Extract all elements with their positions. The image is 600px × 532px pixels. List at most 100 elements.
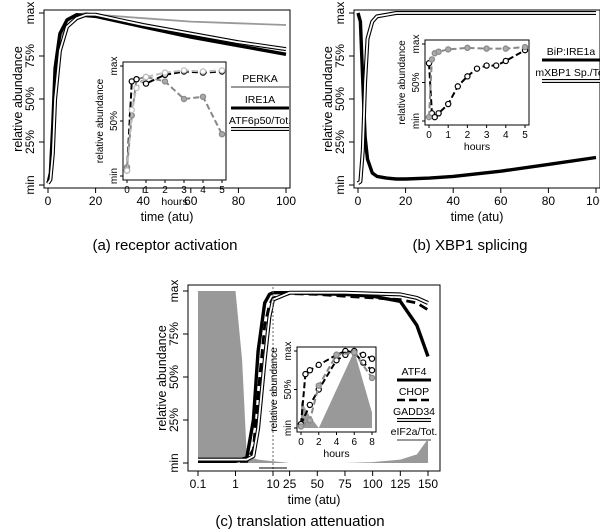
a-inset-frame — [122, 61, 227, 181]
a-inset-point — [133, 75, 140, 83]
b-inset-point — [464, 73, 471, 80]
caption-b: (b) XBP1 splicing — [412, 237, 527, 254]
c-inset-ylabel: relative abundance — [269, 347, 280, 432]
a-inset-ylabel: relative abundance — [95, 78, 106, 163]
c-inset-point — [302, 370, 309, 378]
c-ylabel: relative abundance — [155, 325, 169, 431]
c-inset-eIF2a-fill — [301, 351, 372, 428]
c-y-tick-label: 75% — [167, 322, 181, 346]
a-x-tick-label: 80 — [232, 194, 246, 208]
b-x-tick-label: 60 — [494, 194, 508, 208]
b-legend-label: mXBP1 Sp./Tot — [535, 67, 600, 79]
c-inset-point — [359, 351, 367, 359]
a-inset-point — [218, 67, 226, 74]
a-inset-point — [161, 69, 169, 76]
b-inset-x-tick-label: 4 — [503, 130, 509, 141]
a-inset-series-line — [126, 69, 223, 171]
c-inset-x-tick-label: 2 — [316, 437, 322, 448]
c-inset-y-tick-label: 50% — [283, 379, 294, 399]
b-x-tick-label: 0 — [355, 194, 362, 208]
b-y-tick-label: 25% — [333, 130, 347, 154]
a-legend-label: PERKA — [242, 73, 278, 85]
c-legend-label: CHOP — [399, 386, 429, 398]
c-inset-point — [333, 351, 340, 359]
a-inset-x-tick-label: 5 — [219, 185, 225, 196]
b-inset-x-tick-label: 0 — [426, 130, 432, 141]
c-legend-label: ATF4 — [402, 366, 427, 378]
a-inset-xlabel: hours — [161, 196, 187, 208]
a-inset-point — [199, 93, 207, 101]
a-legend-label: IRE1A — [245, 94, 275, 106]
a-inset-point — [128, 106, 135, 114]
a-y-tick-label: 25% — [23, 130, 37, 154]
a-x-tick-label: 100 — [276, 194, 296, 208]
a-inset-y-tick-label: 50% — [109, 111, 120, 131]
c-inset-point — [306, 401, 314, 409]
b-x-tick-label: 100 — [586, 194, 600, 208]
b-ylabel: relative abundance — [321, 46, 335, 152]
c-legend-label: eIF2a/Tot. — [391, 426, 438, 438]
a-y-tick-label: min — [23, 175, 37, 194]
c-y-tick-label: 50% — [167, 365, 181, 389]
b-inset-ylabel: relative abundance — [397, 40, 408, 125]
a-x-tick-label: 40 — [137, 194, 151, 208]
b-inset-point — [493, 62, 500, 69]
b-inset-series-line — [428, 46, 526, 118]
b-xlabel: time (atu) — [451, 210, 504, 224]
panel-c: 0.1 1 10 25 50 75 100 125 150 time (atu) min 25% 50%… — [155, 280, 441, 507]
a-inset-y-tick-label: max — [109, 57, 120, 76]
a-inset-point — [133, 84, 140, 92]
b-inset-y-tick-label: min — [411, 113, 422, 129]
a-y-tick-label: max — [23, 2, 37, 25]
a-y-tick-label: 50% — [23, 87, 37, 111]
a-inset-x-tick-label: 3 — [181, 185, 187, 196]
c-inset-point — [368, 374, 376, 382]
a-inset-x-tick-label: 0 — [124, 185, 130, 196]
c-inset-point — [306, 367, 314, 374]
a-inset-point — [142, 80, 150, 87]
c-inset-point — [333, 357, 340, 364]
b-inset-x-tick-label: 1 — [445, 130, 451, 141]
a-inset-point — [142, 73, 150, 81]
a-inset-x-tick-label: 4 — [200, 185, 206, 196]
b-inset-point — [464, 44, 471, 52]
c-inset-x-tick-label: 6 — [351, 437, 357, 448]
a-inset-x-tick-label: 2 — [162, 185, 168, 196]
c-inset-point — [351, 349, 358, 356]
b-inset-x-tick-label: 3 — [484, 130, 490, 141]
c-inset-x-tick-label: 8 — [369, 437, 375, 448]
caption-a: (a) receptor activation — [92, 237, 237, 254]
b-inset-x-tick-label: 5 — [522, 130, 528, 141]
b-inset-x-tick-label: 2 — [465, 130, 471, 141]
c-inset-point — [306, 417, 314, 424]
b-inset-point — [521, 43, 529, 51]
a-x-tick-label: 0 — [45, 194, 52, 208]
c-y-tick-label: min — [167, 453, 181, 472]
a-inset-point — [218, 130, 226, 138]
c-x-tick-label: 150 — [418, 477, 438, 491]
b-inset-point — [428, 56, 436, 63]
a-legend-label: ATF6p50/Tot. — [229, 115, 291, 127]
a-y-tick-label: 75% — [23, 44, 37, 68]
b-series-mXBP1 Sp./Tot-inner — [357, 12, 596, 185]
b-y-tick-label: 50% — [333, 87, 347, 111]
c-inset-x-tick-label: 0 — [298, 437, 304, 448]
c-x-tick-label: 75 — [338, 477, 352, 491]
a-inset-point — [123, 167, 131, 174]
c-x-tick-label: 0.1 — [190, 477, 207, 491]
b-x-tick-label: 40 — [447, 194, 461, 208]
b-inset-point — [483, 62, 490, 69]
b-inset-point — [445, 46, 452, 53]
a-inset-point — [161, 78, 169, 85]
a-inset-point — [180, 67, 188, 74]
b-x-tick-label: 80 — [542, 194, 556, 208]
b-legend-label: BiP:IRE1a — [547, 46, 596, 58]
c-inset-xlabel: hours — [323, 448, 349, 460]
b-inset-point — [445, 100, 452, 108]
b-y-tick-label: max — [333, 2, 347, 25]
c-x-tick-label: 10 — [266, 477, 280, 491]
b-inset-point — [435, 110, 442, 117]
